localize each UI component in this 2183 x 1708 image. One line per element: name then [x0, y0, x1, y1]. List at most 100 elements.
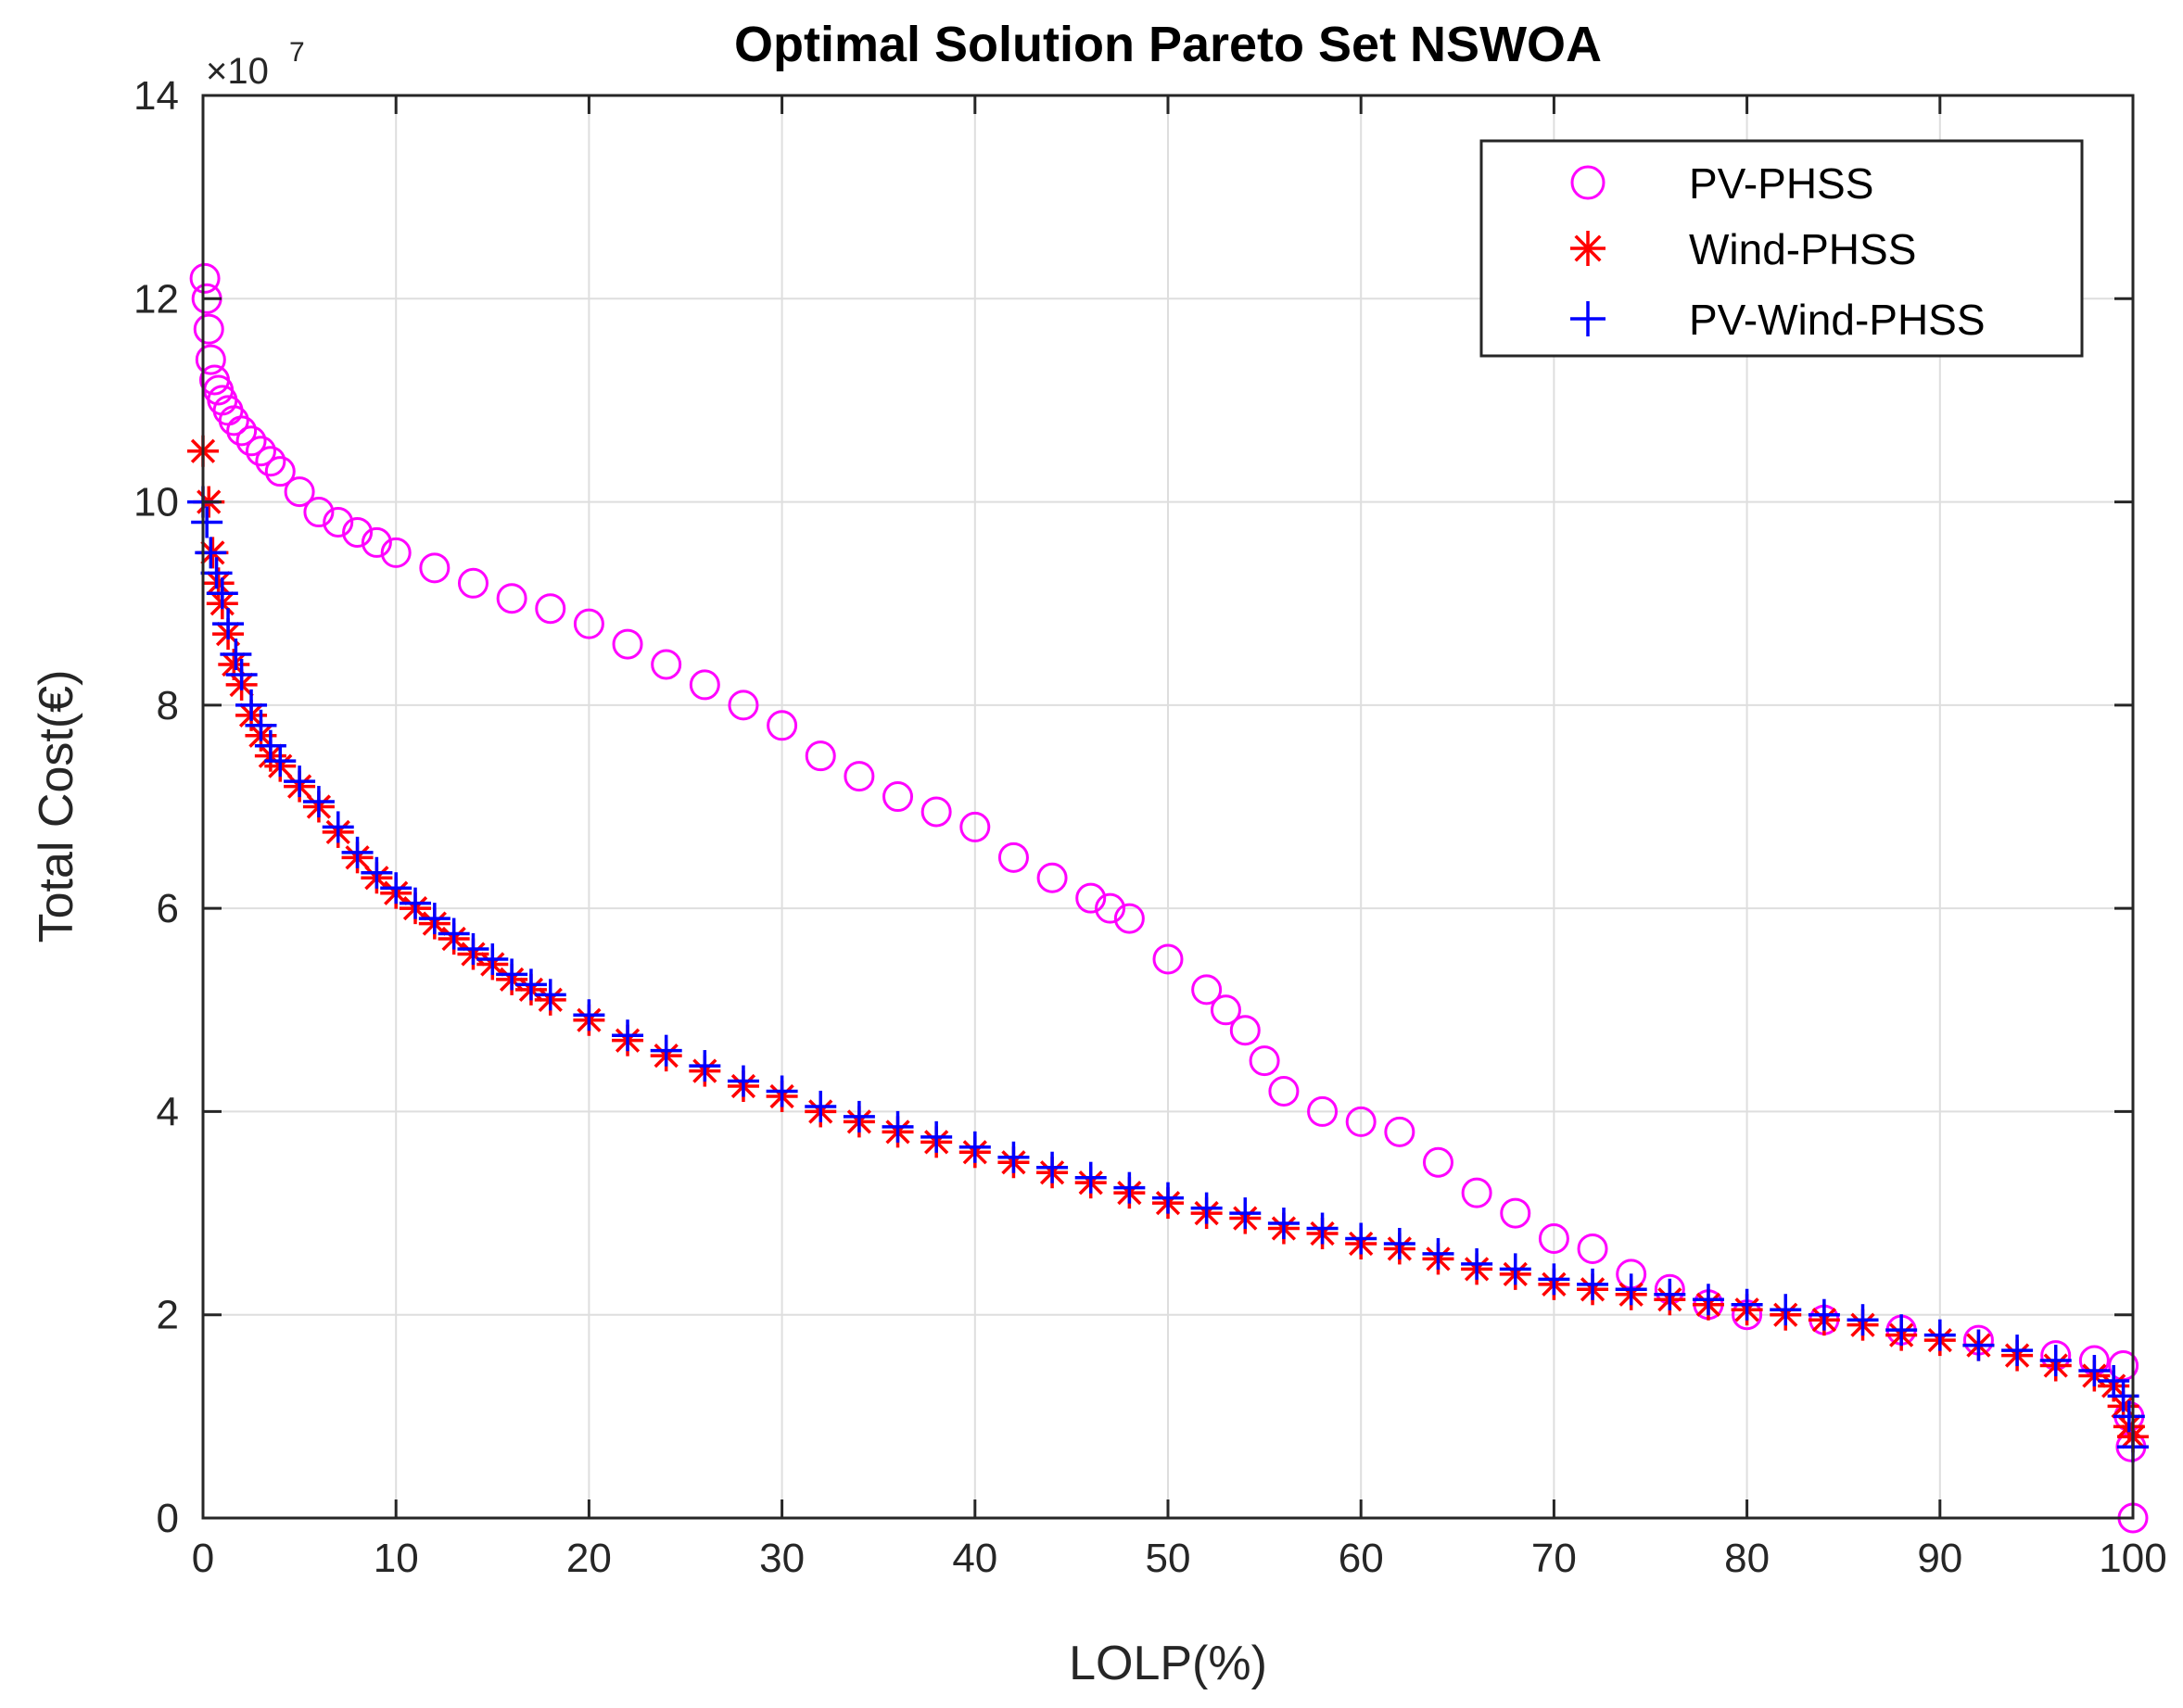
data-point — [650, 1034, 682, 1067]
legend-label-pv-wind-phss: PV-Wind-PHSS — [1689, 296, 1986, 344]
data-point — [920, 1120, 953, 1153]
legend-label-wind-phss: Wind-PHSS — [1689, 225, 1916, 273]
data-point — [361, 856, 393, 889]
legend: PV-PHSS Wind-PHSS PV-Wind-PHSS — [1479, 139, 2084, 358]
data-point — [1229, 1197, 1262, 1230]
data-point — [264, 456, 296, 487]
chart-title: Optimal Solution Pareto Set NSWOA — [734, 17, 1602, 72]
data-point — [1095, 892, 1126, 924]
data-point — [400, 887, 432, 919]
x-tick-label: 60 — [1339, 1536, 1384, 1581]
y-multiplier-exponent: 7 — [289, 37, 305, 68]
data-point — [2001, 1335, 2034, 1367]
data-point — [1461, 1247, 1493, 1280]
data-point — [218, 405, 249, 436]
data-point — [1191, 974, 1223, 1006]
y-tick-label: 2 — [157, 1293, 179, 1338]
data-point — [1847, 1304, 1879, 1336]
data-point — [1190, 1192, 1223, 1224]
y-tick-label: 4 — [157, 1089, 179, 1134]
data-point — [457, 933, 489, 965]
data-point — [959, 811, 991, 842]
data-point — [1461, 1177, 1492, 1208]
data-point — [997, 841, 1029, 873]
data-point — [535, 593, 566, 625]
data-point — [361, 526, 392, 558]
data-point — [476, 943, 509, 975]
data-point — [380, 872, 412, 905]
data-point — [1210, 994, 1241, 1026]
data-point — [1249, 1045, 1280, 1077]
x-axis-title: LOLP(%) — [1069, 1637, 1267, 1690]
data-point — [438, 917, 470, 950]
data-point — [264, 745, 297, 778]
data-point — [1307, 1095, 1339, 1127]
data-point — [235, 689, 268, 721]
data-point — [195, 344, 226, 375]
data-point — [1384, 1116, 1415, 1147]
data-point — [1615, 1273, 1647, 1306]
data-point — [1152, 1182, 1184, 1214]
data-point — [1885, 1314, 1918, 1347]
data-point — [1383, 1227, 1415, 1259]
data-point — [1345, 1222, 1377, 1255]
data-point — [245, 436, 276, 467]
data-point — [997, 1141, 1030, 1173]
data-point — [496, 958, 528, 991]
data-point — [1538, 1222, 1569, 1254]
data-point — [767, 710, 798, 741]
data-point — [255, 446, 286, 477]
data-point — [514, 968, 547, 1001]
y-tick-label: 8 — [157, 683, 179, 728]
data-point — [226, 415, 258, 447]
data-point — [2078, 1355, 2111, 1387]
legend-marker-pv-phss — [1570, 165, 1606, 200]
data-point — [612, 628, 643, 660]
x-tick-label: 70 — [1531, 1536, 1577, 1581]
data-point — [1306, 1212, 1339, 1245]
data-point — [1036, 862, 1068, 893]
data-point — [1538, 1263, 1570, 1296]
data-point — [958, 1131, 991, 1163]
marker-stroke — [222, 652, 247, 677]
data-point — [1229, 1015, 1261, 1046]
axis-ticks — [201, 94, 2135, 1520]
data-point — [2039, 1345, 2072, 1377]
data-point — [380, 537, 412, 568]
legend-marker-pv-wind-phss — [1570, 301, 1606, 336]
data-point — [805, 1090, 837, 1122]
data-point — [1422, 1146, 1453, 1178]
data-point — [1731, 1288, 1763, 1321]
data-point — [193, 313, 224, 345]
data-point — [1962, 1329, 1995, 1361]
data-point — [212, 608, 245, 640]
data-point — [844, 761, 875, 792]
data-point — [302, 786, 335, 818]
data-point — [843, 1100, 875, 1132]
data-point — [1345, 1106, 1377, 1137]
data-point — [195, 537, 227, 569]
x-tick-label: 10 — [374, 1536, 419, 1581]
data-point — [766, 1075, 798, 1107]
legend-label-pv-phss: PV-PHSS — [1689, 159, 1873, 208]
data-point — [1075, 882, 1107, 914]
data-point — [284, 765, 316, 798]
data-point — [323, 507, 354, 538]
data-point — [920, 796, 952, 828]
x-tick-label: 40 — [952, 1536, 997, 1581]
data-series — [187, 262, 2149, 1534]
data-point — [728, 690, 759, 721]
y-tick-label: 14 — [133, 73, 179, 119]
data-point — [1113, 1171, 1146, 1204]
data-point — [882, 781, 914, 813]
data-point — [1074, 1161, 1107, 1194]
y-tick-label: 6 — [157, 886, 179, 931]
tick-labels: 0 10 20 30 40 50 60 70 80 90 100 0 2 4 6 8 10 12 14 — [133, 73, 2167, 1581]
x-tick-label: 80 — [1724, 1536, 1770, 1581]
data-point — [284, 476, 315, 508]
y-axis-multiplier: ×10 7 — [206, 37, 305, 92]
data-point — [805, 740, 836, 772]
data-point — [573, 999, 605, 1031]
x-tick-label: 90 — [1917, 1536, 1962, 1581]
